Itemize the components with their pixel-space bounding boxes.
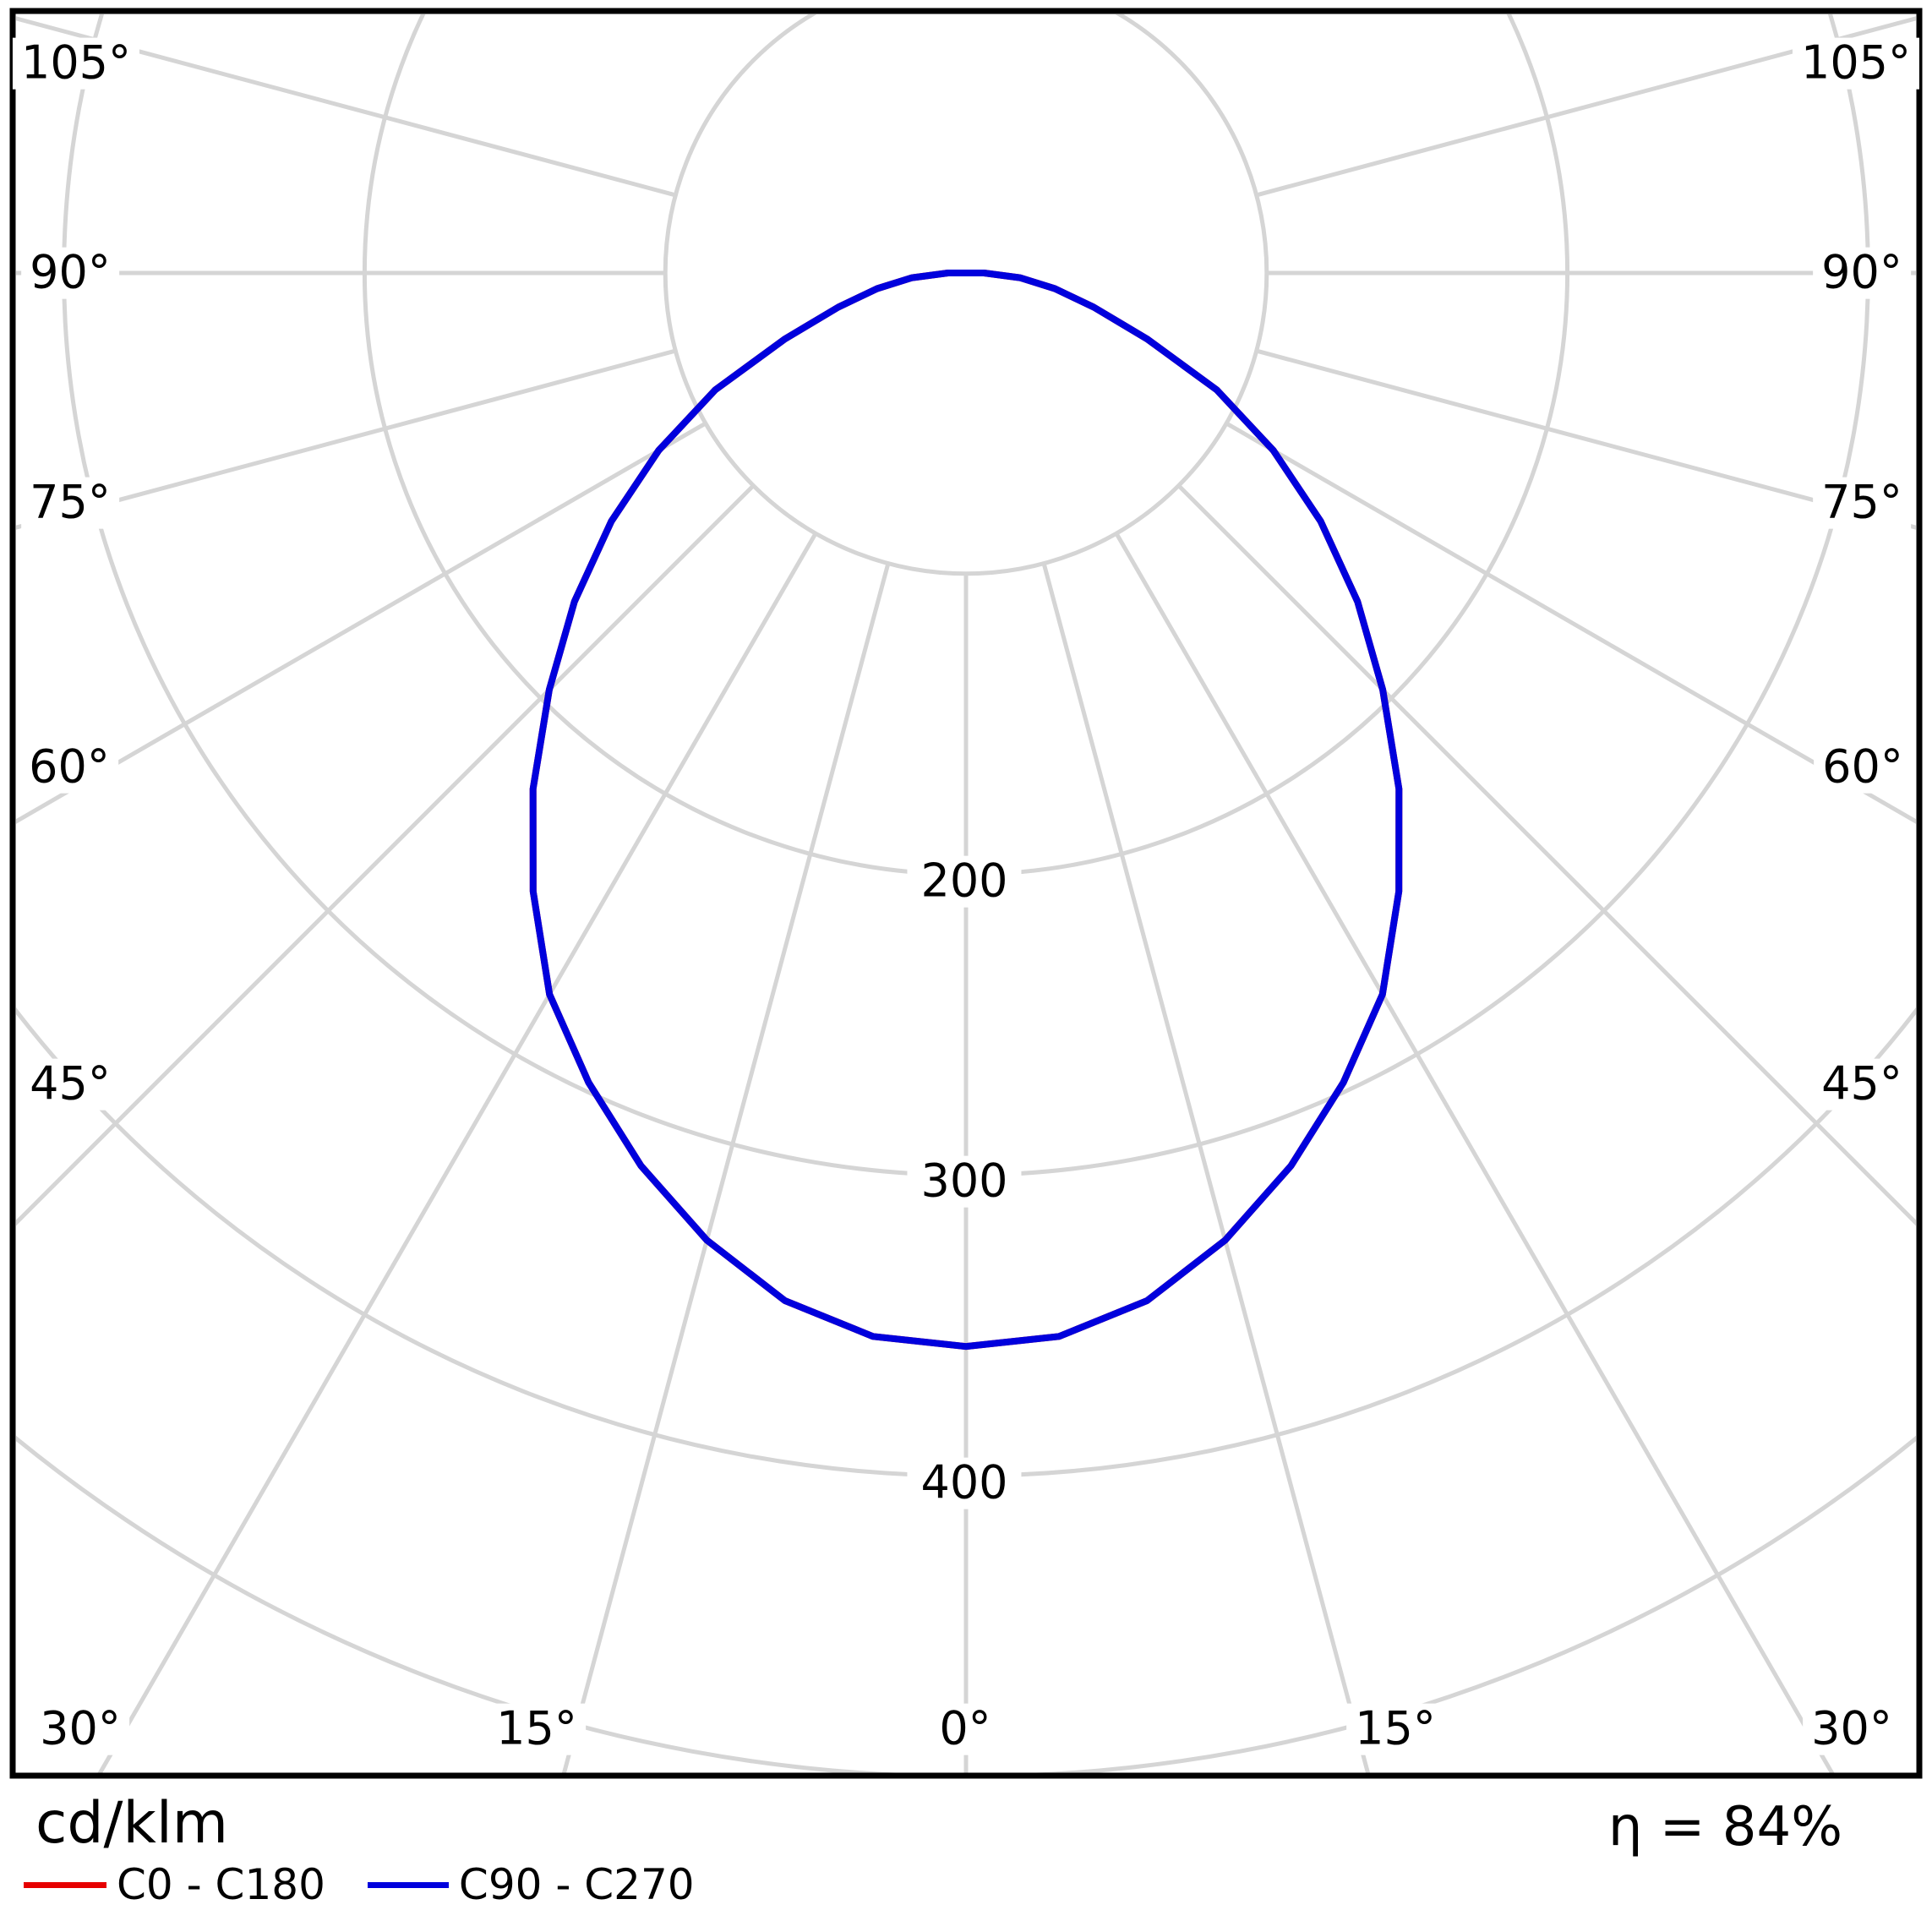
angle-label-right-105: 105°	[1792, 37, 1920, 90]
legend-item-c90-c270: C90 - C270	[367, 1860, 695, 1909]
legend-item-c0-c180: C0 - C180	[24, 1864, 325, 1906]
angle-grid-ray--75	[16, 348, 676, 530]
angle-label-left-45: 45°	[21, 1058, 119, 1111]
angle-grid-ray-45	[1176, 483, 1916, 1226]
efficiency-label: η = 84%	[1607, 1796, 1842, 1858]
angle-label-right-90: 90°	[1813, 247, 1911, 299]
units-label: cd/klm	[35, 1790, 228, 1857]
angle-grid-ray--60	[16, 421, 707, 824]
legend-label-c0-c180: C0 - C180	[117, 1860, 325, 1909]
radial-value-label-300: 300	[907, 1155, 1022, 1208]
angle-label-bottom-2-0: 0°	[931, 1703, 1000, 1755]
angle-label-left-90: 90°	[21, 247, 119, 299]
angle-label-bottom-4-30: 30°	[1803, 1703, 1901, 1755]
radial-grid-circle-100	[663, 14, 1269, 576]
angle-grid-ray-60	[1225, 421, 1916, 824]
red-line-sample	[24, 1881, 106, 1888]
angle-label-bottom-0-30: 30°	[31, 1703, 129, 1755]
radial-value-label-400: 400	[907, 1457, 1022, 1509]
angle-label-right-45: 45°	[1813, 1058, 1911, 1111]
blue-line-sample	[367, 1881, 449, 1888]
angle-label-right-75: 75°	[1813, 477, 1911, 529]
angle-grid-ray-30	[1114, 532, 1835, 1773]
intensity-curves	[529, 270, 1403, 1351]
legend: C0 - C180 C90 - C270	[24, 1859, 737, 1910]
angle-grid-ray--105	[16, 16, 676, 198]
angle-grid-ray--45	[16, 483, 756, 1226]
angle-label-bottom-3-15: 15°	[1346, 1703, 1444, 1755]
plot-border	[9, 8, 1923, 1779]
curve-c90-c270	[529, 270, 1403, 1351]
legend-label-c90-c270: C90 - C270	[458, 1860, 695, 1909]
angle-label-left-105: 105°	[12, 37, 140, 90]
radial-value-label-200: 200	[907, 855, 1022, 908]
angle-label-bottom-1-15: 15°	[488, 1703, 586, 1755]
angle-label-right-60: 60°	[1814, 741, 1912, 794]
angle-grid-ray-105	[1256, 16, 1916, 198]
angle-label-left-60: 60°	[20, 741, 118, 794]
angle-grid-ray-75	[1256, 348, 1916, 530]
angle-label-left-75: 75°	[21, 477, 119, 529]
angle-grid-ray--30	[97, 532, 818, 1773]
